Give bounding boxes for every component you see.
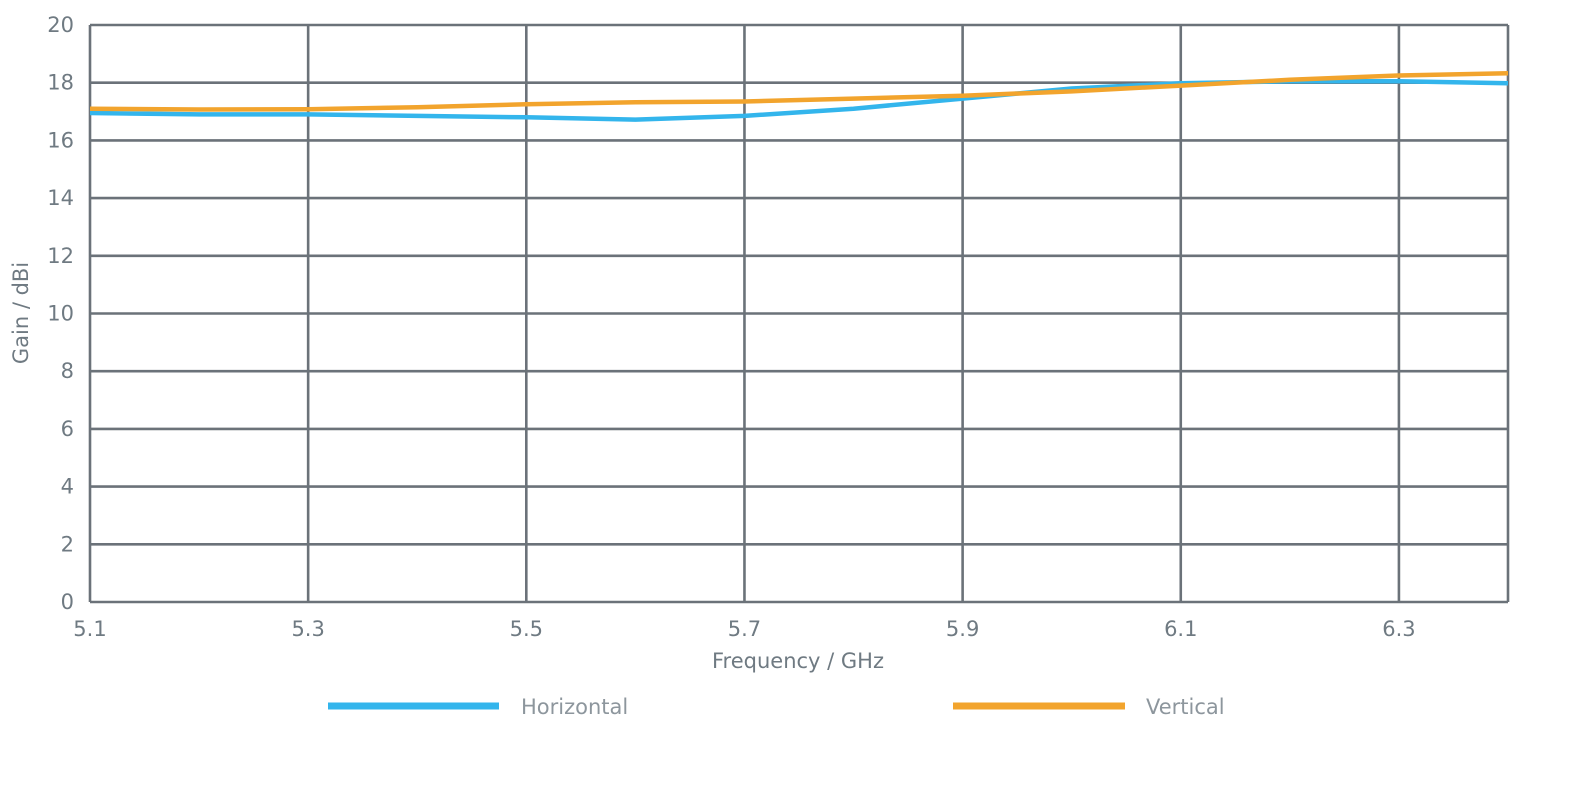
legend-item-vertical: Vertical (953, 695, 1225, 719)
legend-label-vertical: Vertical (1146, 695, 1225, 719)
legend-label-horizontal: Horizontal (521, 695, 628, 719)
grid (88, 23, 1510, 604)
y-tick-label: 6 (61, 417, 74, 441)
y-tick-label: 16 (47, 128, 74, 152)
legend-item-horizontal: Horizontal (328, 695, 628, 719)
x-axis-ticks: 5.1 5.3 5.5 5.7 5.9 6.1 6.3 (73, 617, 1415, 641)
x-tick-label: 5.1 (73, 617, 106, 641)
y-tick-label: 20 (47, 13, 74, 37)
legend: Horizontal Vertical (328, 695, 1225, 719)
y-axis-title: Gain / dBi (9, 262, 33, 364)
x-tick-label: 5.5 (510, 617, 543, 641)
x-tick-label: 5.7 (728, 617, 761, 641)
y-tick-label: 0 (61, 590, 74, 614)
y-tick-label: 10 (47, 302, 74, 326)
series-line-vertical (89, 70, 1509, 112)
x-tick-label: 6.3 (1382, 617, 1415, 641)
x-tick-label: 5.3 (291, 617, 324, 641)
y-axis-ticks: 0 2 4 6 8 10 12 14 16 18 20 (47, 13, 74, 614)
y-tick-label: 8 (61, 359, 74, 383)
x-axis-title: Frequency / GHz (712, 649, 884, 673)
x-tick-label: 5.9 (946, 617, 979, 641)
y-tick-label: 14 (47, 186, 74, 210)
y-tick-label: 18 (47, 71, 74, 95)
y-tick-label: 4 (61, 475, 74, 499)
x-tick-label: 6.1 (1164, 617, 1197, 641)
y-tick-label: 12 (47, 244, 74, 268)
series-lines (89, 70, 1509, 122)
y-tick-label: 2 (61, 532, 74, 556)
